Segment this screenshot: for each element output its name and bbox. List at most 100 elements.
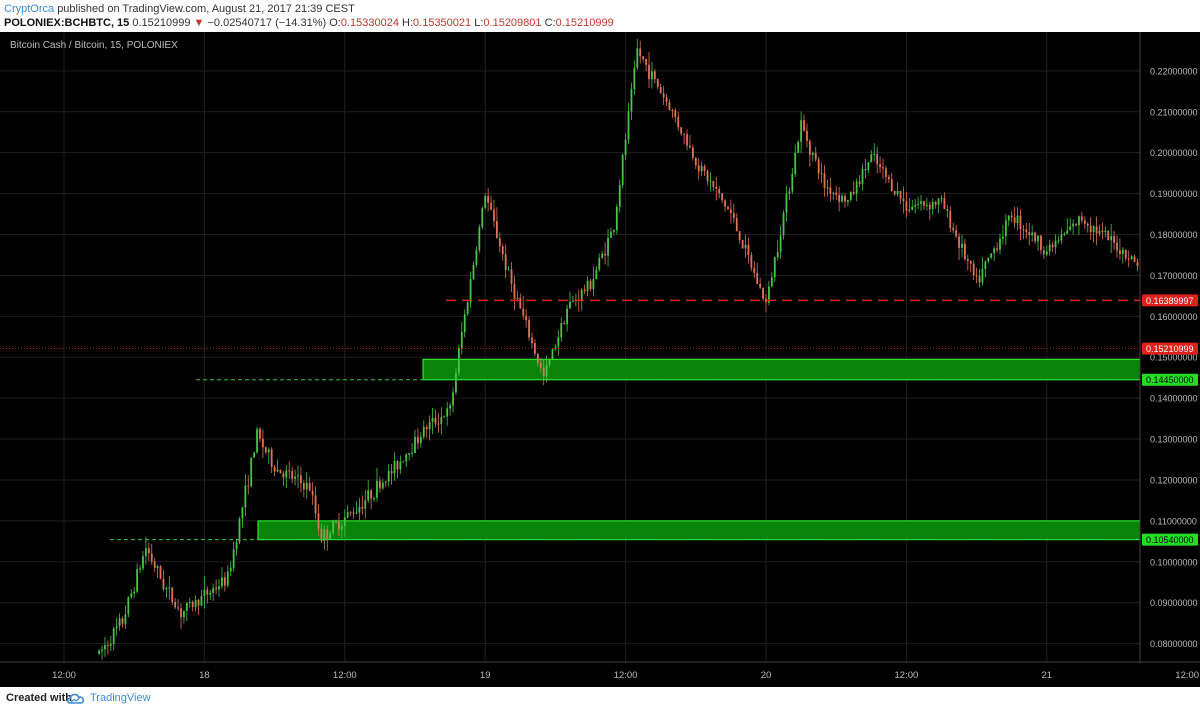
time-tick-label: 12:00 — [333, 670, 357, 681]
candle-body — [165, 587, 168, 590]
candle-body — [709, 180, 712, 182]
candle-body — [1113, 235, 1115, 243]
candle-body — [311, 490, 314, 496]
candle-body — [1057, 240, 1060, 242]
candle-body — [677, 116, 680, 128]
candle-body — [355, 512, 358, 514]
price-axis[interactable]: 0.08000000 0.09000000 0.10000000 0.10540000… — [1142, 66, 1198, 649]
candle-body — [496, 221, 498, 239]
candle-body — [294, 476, 296, 479]
candle-body — [425, 426, 428, 430]
candle-body — [305, 482, 308, 490]
candle-body — [367, 490, 370, 501]
candle-body — [648, 64, 650, 80]
support-zone — [257, 520, 1141, 541]
candle-body — [223, 577, 226, 586]
candle-body — [697, 165, 700, 172]
candle-body — [928, 204, 931, 210]
candle-body — [671, 110, 674, 112]
candle-body — [101, 649, 103, 651]
candle-body — [232, 549, 235, 568]
price-label-highlight: 0.16389997 — [1146, 296, 1194, 306]
candle-body — [393, 460, 396, 474]
candle-body — [226, 571, 229, 586]
tradingview-brand[interactable]: TradingView — [90, 692, 151, 704]
author-link[interactable]: CryptOrca — [4, 3, 55, 15]
candle-body — [800, 120, 802, 142]
candle-body — [542, 367, 545, 377]
candle-body — [642, 56, 645, 60]
candle-body — [326, 529, 329, 539]
candle-body — [460, 331, 463, 349]
candle-body — [349, 512, 352, 514]
candle-body — [943, 198, 946, 210]
candle-body — [759, 283, 762, 288]
candle-body — [340, 526, 343, 530]
candle-body — [1060, 234, 1063, 241]
candle-body — [507, 269, 510, 271]
candle-body — [358, 506, 361, 513]
price-tick-label: 0.18000000 — [1150, 230, 1198, 240]
candle-body — [174, 601, 177, 608]
candle-body — [493, 209, 495, 222]
candle-body — [940, 198, 943, 200]
candle-body — [185, 602, 188, 611]
candle-body — [870, 154, 873, 163]
candle-body — [1136, 261, 1139, 266]
candle-body — [472, 264, 475, 280]
candle-body — [668, 101, 671, 111]
candle-body — [721, 193, 724, 201]
candle-body — [849, 191, 852, 201]
ohlc-line: POLONIEX:BCHBTC, 15 0.15210999 ▼ −0.0254… — [4, 17, 614, 29]
candle-body — [206, 589, 209, 595]
candle-body — [285, 470, 288, 478]
candle-body — [627, 111, 630, 140]
candle-body — [636, 48, 639, 68]
candle-body — [212, 588, 215, 593]
published-text: published on TradingView.com, August 21,… — [57, 3, 355, 15]
open-label: O: — [329, 17, 341, 29]
price-tick-label: 0.19000000 — [1150, 189, 1198, 199]
candle-body — [513, 283, 516, 299]
candle-body — [566, 308, 568, 325]
candle-body — [934, 201, 937, 205]
candle-body — [335, 521, 337, 523]
candle-body — [806, 130, 808, 142]
price-label-highlight: 0.15210999 — [1146, 344, 1194, 354]
candle-body — [820, 173, 823, 175]
candle-body — [691, 147, 694, 159]
candle-body — [1037, 235, 1039, 242]
candle-body — [817, 159, 820, 174]
candle-body — [1072, 223, 1075, 227]
candle-body — [1016, 215, 1019, 224]
candle-body — [1042, 250, 1045, 255]
price-axis-background — [1140, 32, 1200, 687]
candle-body — [197, 599, 200, 606]
candle-body — [861, 169, 864, 184]
candle-body — [887, 176, 890, 180]
candle-body — [531, 337, 533, 344]
candle-body — [1069, 226, 1072, 231]
price-chart[interactable]: Bitcoin Cash / Bitcoin, 15, POLONIEX 0.0… — [0, 32, 1200, 687]
candle-body — [598, 257, 601, 270]
candle-body — [864, 169, 867, 171]
chart-header: CryptOrca published on TradingView.com, … — [0, 0, 1200, 32]
time-tick-label: 12:00 — [1175, 670, 1199, 681]
candle-body — [446, 408, 449, 417]
candle-body — [615, 206, 618, 230]
candle-body — [879, 164, 881, 168]
candle-body — [653, 71, 656, 80]
symbol-label: POLONIEX:BCHBTC, 15 — [4, 17, 130, 29]
candle-body — [890, 179, 893, 192]
chart-title: Bitcoin Cash / Bitcoin, 15, POLONIEX — [10, 40, 178, 51]
candle-body — [419, 436, 422, 444]
tradingview-cloud-icon — [67, 693, 85, 704]
candle-body — [639, 48, 642, 57]
candle-body — [118, 618, 121, 627]
candle-body — [457, 348, 460, 374]
candle-body — [361, 506, 364, 509]
candle-body — [835, 192, 838, 195]
candle-body — [592, 279, 595, 290]
candle-body — [727, 206, 729, 210]
